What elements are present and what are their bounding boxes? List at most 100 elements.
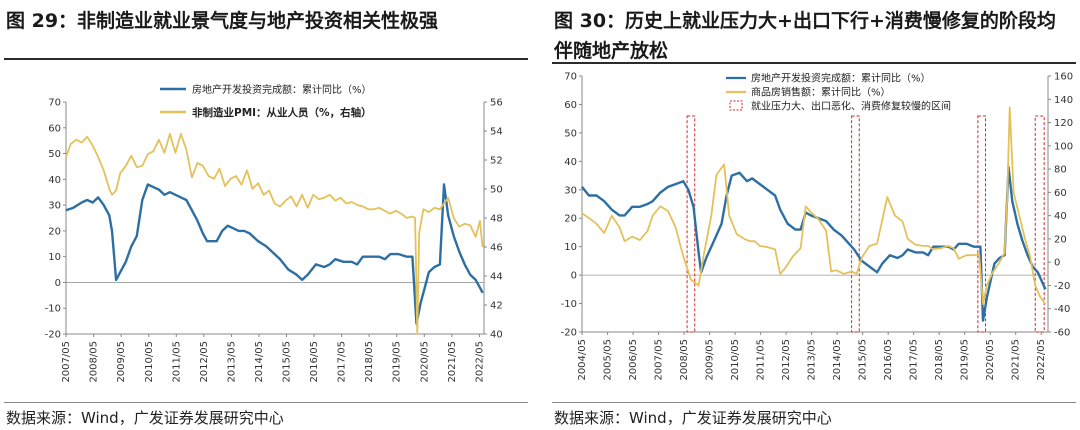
fig29-y-left-tick-label: 30: [48, 201, 61, 212]
fig29-y-left-tick-label: 10: [48, 252, 61, 263]
fig29-x-tick-label: 2007/05: [61, 341, 72, 383]
fig30-x-tick-label: 2017/05: [909, 339, 920, 381]
fig30-y-right-tick-label: 40: [1054, 211, 1067, 222]
figure-30-bottom-rule: [552, 402, 1076, 403]
fig30-x-tick-label: 2019/05: [960, 339, 971, 381]
fig30-x-tick-label: 2020/05: [985, 339, 996, 381]
fig29-y-right-tick-label: 40: [490, 330, 503, 341]
fig29-y-right-tick-label: 44: [490, 272, 503, 283]
fig30-y-right-tick-label: 140: [1054, 95, 1073, 106]
fig29-y-left-tick-label: -20: [45, 330, 61, 341]
figure-30-title: 图 30：历史上就业压力大+出口下行+消费慢修复的阶段均伴随地产放松: [554, 10, 1056, 62]
fig29-x-tick-label: 2014/05: [254, 341, 265, 383]
figure-29-panel: 图 29：非制造业就业景气度与地产投资相关性极强 -20 -10 0 10 20 30 40…: [0, 0, 532, 430]
fig29-legend-label-2: 非制造业PMI：从业人员（%，右轴）: [192, 106, 372, 119]
fig29-series-line-1: [65, 183, 484, 325]
fig29-x-tick-label: 2013/05: [226, 341, 237, 383]
fig30-y-left-tick-label: 20: [564, 214, 577, 225]
fig29-x-tick-label: 2018/05: [364, 341, 375, 383]
fig30-y-left-tick-label: -20: [561, 328, 577, 339]
fig30-y-right-tick-label: -40: [1054, 304, 1070, 315]
fig29-y-right-tick-label: 48: [490, 214, 503, 225]
fig30-y-left-tick-label: -10: [561, 299, 577, 310]
fig30-x-tick-label: 2021/05: [1011, 339, 1022, 381]
fig29-y-right-tick-label: 46: [490, 243, 503, 254]
fig29-y-right-tick-label: 54: [490, 127, 503, 138]
fig29-x-tick-label: 2017/05: [337, 341, 348, 383]
fig29-x-tick-label: 2010/05: [144, 341, 155, 383]
fig29-x-tick-label: 2022/05: [474, 341, 485, 383]
fig30-y-left-tick-label: 70: [564, 72, 577, 83]
fig30-x-tick-label: 2014/05: [832, 339, 843, 381]
fig30-y-right-tick-label: -60: [1054, 328, 1070, 339]
fig30-x-tick-label: 2005/05: [603, 339, 614, 381]
figure-30-panel: 图 30：历史上就业压力大+出口下行+消费慢修复的阶段均伴随地产放松 -20 -1…: [548, 0, 1080, 430]
fig30-series-line-1: [581, 165, 1047, 322]
fig29-x-tick-label: 2015/05: [282, 341, 293, 383]
fig29-y-right-tick-label: 50: [490, 185, 503, 196]
fig30-y-left-tick-label: 50: [564, 128, 577, 139]
fig30-legend-label-1: 房地产开发投资完成额：累计同比（%）: [751, 72, 931, 85]
fig29-x-tick-label: 2019/05: [392, 341, 403, 383]
fig30-series-line-2: [581, 106, 1047, 305]
fig29-y-right-tick-label: 42: [490, 301, 503, 312]
fig29-y-left-tick-label: 20: [48, 226, 61, 237]
fig29-y-left-tick-label: 70: [48, 98, 61, 109]
fig29-y-right-tick-label: 56: [490, 98, 503, 109]
fig29-x-tick-label: 2008/05: [89, 341, 100, 383]
fig30-x-tick-label: 2012/05: [781, 339, 792, 381]
fig30-x-tick-label: 2011/05: [756, 339, 767, 381]
fig30-legend-label-2: 商品房销售额：累计同比（%）: [751, 86, 891, 99]
fig30-y-right-tick-label: 160: [1054, 72, 1073, 83]
fig29-y-left-tick-label: 50: [48, 149, 61, 160]
fig30-highlight-box: [851, 115, 860, 333]
fig30-x-tick-label: 2009/05: [705, 339, 716, 381]
fig30-y-right-tick-label: 0: [1054, 258, 1060, 269]
fig29-y-left-tick-label: 40: [48, 175, 61, 186]
fig30-highlight-box: [1034, 115, 1045, 333]
fig29-x-tick-label: 2009/05: [116, 341, 127, 383]
fig30-y-right-tick-label: 80: [1054, 165, 1067, 176]
figure-29-title: 图 29：非制造业就业景气度与地产投资相关性极强: [6, 10, 439, 32]
fig29-y-left-tick-label: 60: [48, 123, 61, 134]
fig29-y-right-tick-label: 52: [490, 156, 503, 167]
fig30-y-right-tick-label: -20: [1054, 281, 1070, 292]
fig30-legend-label-3: 就业压力大、出口恶化、消费修复较慢的区间: [751, 100, 951, 113]
fig29-y-left-tick-label: 0: [55, 278, 61, 289]
fig30-y-left-tick-label: 60: [564, 100, 577, 111]
fig30-highlight-box: [977, 115, 987, 333]
fig30-x-tick-label: 2013/05: [807, 339, 818, 381]
fig30-y-right-tick-label: 60: [1054, 188, 1067, 199]
fig30-y-right-tick-label: 100: [1054, 141, 1073, 152]
fig30-y-right-tick-label: 120: [1054, 118, 1073, 129]
fig30-x-tick-label: 2004/05: [577, 339, 588, 381]
fig30-x-tick-label: 2016/05: [883, 339, 894, 381]
figure-29-title-rule: [4, 58, 528, 60]
figure-30-chart: -20 -10 0 10 20 30 40 50 60 70 -60 -40 -20 0 20 40 60 80 1…: [561, 72, 1073, 381]
fig29-legend-label-1: 房地产开发投资完成额：累计同比（%）: [192, 83, 372, 96]
fig29-x-tick-label: 2012/05: [199, 341, 210, 383]
fig30-x-tick-label: 2008/05: [679, 339, 690, 381]
fig30-y-right-tick-label: 20: [1054, 234, 1067, 245]
fig29-x-tick-label: 2016/05: [309, 341, 320, 383]
fig29-x-tick-label: 2011/05: [171, 341, 182, 383]
fig29-series-line-2: [65, 133, 484, 335]
figure-29-source: 数据来源：Wind，广发证券发展研究中心: [6, 409, 284, 427]
fig30-y-left-tick-label: 0: [571, 271, 577, 282]
fig30-highlight-box: [686, 115, 696, 333]
fig30-y-left-tick-label: 40: [564, 157, 577, 168]
figure-30-source: 数据来源：Wind，广发证券发展研究中心: [554, 409, 832, 427]
fig29-x-tick-label: 2020/05: [419, 341, 430, 383]
fig29-x-tick-label: 2021/05: [447, 341, 458, 383]
fig30-x-tick-label: 2007/05: [654, 339, 665, 381]
fig30-x-tick-label: 2018/05: [934, 339, 945, 381]
fig30-y-left-tick-label: 30: [564, 185, 577, 196]
figure-29-chart: -20 -10 0 10 20 30 40 50 60 70 40 42 44 46 48 50 52 54 56 2…: [45, 83, 503, 383]
fig30-x-tick-label: 2015/05: [858, 339, 869, 381]
fig30-x-tick-label: 2022/05: [1036, 339, 1047, 381]
fig29-y-left-tick-label: -10: [45, 304, 61, 315]
fig30-y-left-tick-label: 10: [564, 242, 577, 253]
figure-30-title-rule: [552, 62, 1076, 64]
fig30-x-tick-label: 2006/05: [628, 339, 639, 381]
figure-29-bottom-rule: [4, 402, 528, 403]
